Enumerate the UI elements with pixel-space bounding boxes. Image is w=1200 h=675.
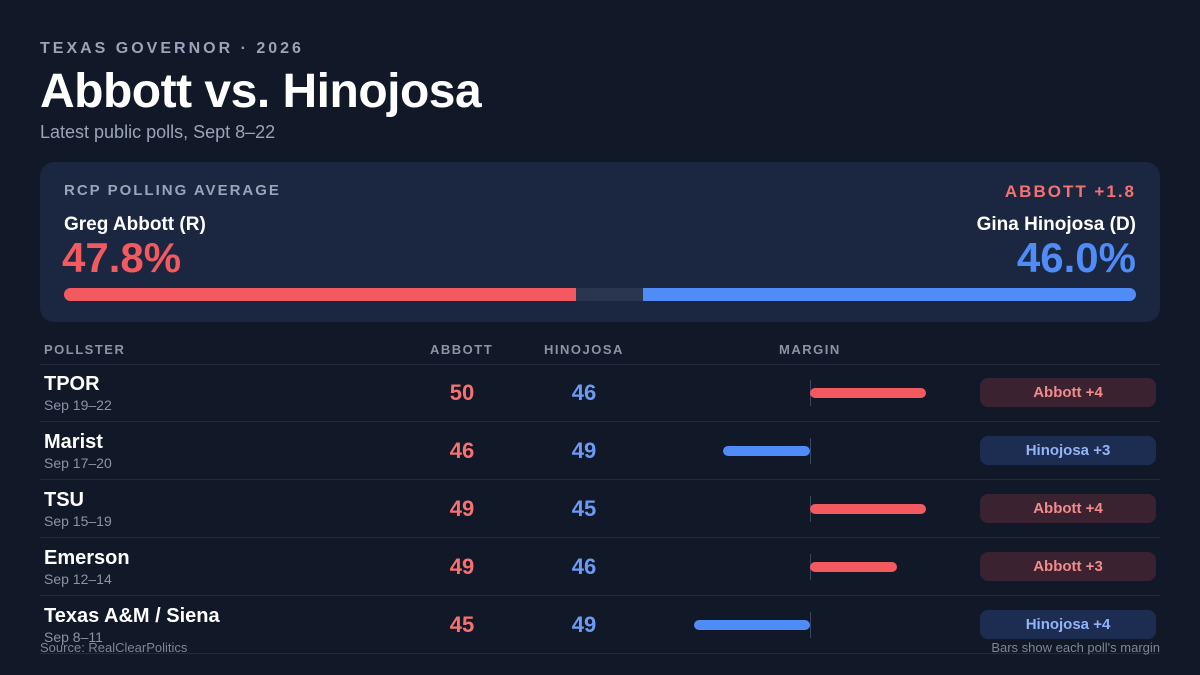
hinojosa-value: 46 bbox=[571, 380, 597, 405]
poll-dates: Sep 17–20 bbox=[44, 455, 112, 471]
header-margin: MARGIN bbox=[779, 342, 841, 357]
hinojosa-value: 45 bbox=[571, 496, 597, 521]
poll-dates: Sep 12–14 bbox=[44, 571, 112, 587]
pollster-name: TPOR bbox=[44, 373, 100, 395]
average-lead: ABBOTT +1.8 bbox=[1004, 182, 1136, 201]
margin-badge: Abbott +4 bbox=[980, 378, 1156, 407]
table-row: Emerson Sep 12–14 49 46 Abbott +3 bbox=[40, 538, 1160, 596]
abbott-value: 46 bbox=[449, 438, 475, 463]
average-label: RCP POLLING AVERAGE bbox=[64, 182, 281, 199]
chart-note: Bars show each poll's margin bbox=[991, 640, 1160, 655]
pollster-name: TSU bbox=[44, 489, 84, 511]
hinojosa-value: 49 bbox=[571, 612, 597, 637]
candidate-b-name: Gina Hinojosa (D) bbox=[976, 214, 1136, 235]
header-divider bbox=[40, 364, 1160, 365]
candidate-b-value: 46.0% bbox=[1016, 234, 1136, 281]
page-title: Abbott vs. Hinojosa bbox=[40, 65, 482, 118]
source-note: Source: RealClearPolitics bbox=[40, 640, 188, 655]
abbott-value: 50 bbox=[449, 380, 475, 405]
margin-badge: Hinojosa +3 bbox=[980, 436, 1156, 465]
average-bar-abbott bbox=[64, 288, 577, 301]
kicker: TEXAS GOVERNOR · 2026 bbox=[40, 40, 304, 57]
candidate-a-value: 47.8% bbox=[62, 234, 182, 281]
margin-zero-line bbox=[810, 612, 811, 638]
table-row: Marist Sep 17–20 46 49 Hinojosa +3 bbox=[40, 422, 1160, 480]
abbott-value: 45 bbox=[449, 612, 475, 637]
poll-dates: Sep 15–19 bbox=[44, 513, 112, 529]
margin-bar-hinojosa bbox=[723, 446, 810, 456]
margin-bar-abbott bbox=[810, 388, 926, 398]
abbott-value: 49 bbox=[449, 554, 475, 579]
poll-dates: Sep 8–11 bbox=[44, 629, 103, 645]
header-hinojosa: HINOJOSA bbox=[544, 342, 624, 357]
margin-badge: Hinojosa +4 bbox=[980, 610, 1156, 639]
pollster-name: Emerson bbox=[44, 547, 130, 569]
header-pollster: POLLSTER bbox=[44, 342, 126, 357]
polling-average-card: RCP POLLING AVERAGE ABBOTT +1.8 Greg Abb… bbox=[40, 162, 1160, 322]
table-row: TSU Sep 15–19 49 45 Abbott +4 bbox=[40, 480, 1160, 538]
table-row: Texas A&M / Siena Sep 8–11 45 49 Hinojosa +4 bbox=[40, 596, 1160, 654]
margin-badge: Abbott +4 bbox=[980, 494, 1156, 523]
candidate-a-name: Greg Abbott (R) bbox=[64, 214, 206, 235]
hinojosa-value: 49 bbox=[571, 438, 597, 463]
margin-badge: Abbott +3 bbox=[980, 552, 1156, 581]
abbott-value: 49 bbox=[449, 496, 475, 521]
average-split-bar bbox=[64, 288, 1136, 301]
margin-zero-line bbox=[810, 438, 811, 464]
margin-bar-abbott bbox=[810, 504, 926, 514]
header-abbott: ABBOTT bbox=[430, 342, 494, 357]
poll-table: TPOR Sep 19–22 50 46 Abbott +4 Marist Sep 17–2… bbox=[40, 364, 1160, 654]
margin-bar-abbott bbox=[810, 562, 897, 572]
table-header: POLLSTER ABBOTT HINOJOSA MARGIN bbox=[40, 340, 1160, 364]
page-subtitle: Latest public polls, Sept 8–22 bbox=[40, 122, 276, 142]
poll-dates: Sep 19–22 bbox=[44, 397, 112, 413]
hinojosa-value: 46 bbox=[571, 554, 597, 579]
pollster-name: Marist bbox=[44, 431, 103, 453]
table-row: TPOR Sep 19–22 50 46 Abbott +4 bbox=[40, 364, 1160, 422]
margin-bar-hinojosa bbox=[694, 620, 810, 630]
pollster-name: Texas A&M / Siena bbox=[44, 605, 220, 627]
average-bar-hinojosa bbox=[642, 288, 1136, 301]
